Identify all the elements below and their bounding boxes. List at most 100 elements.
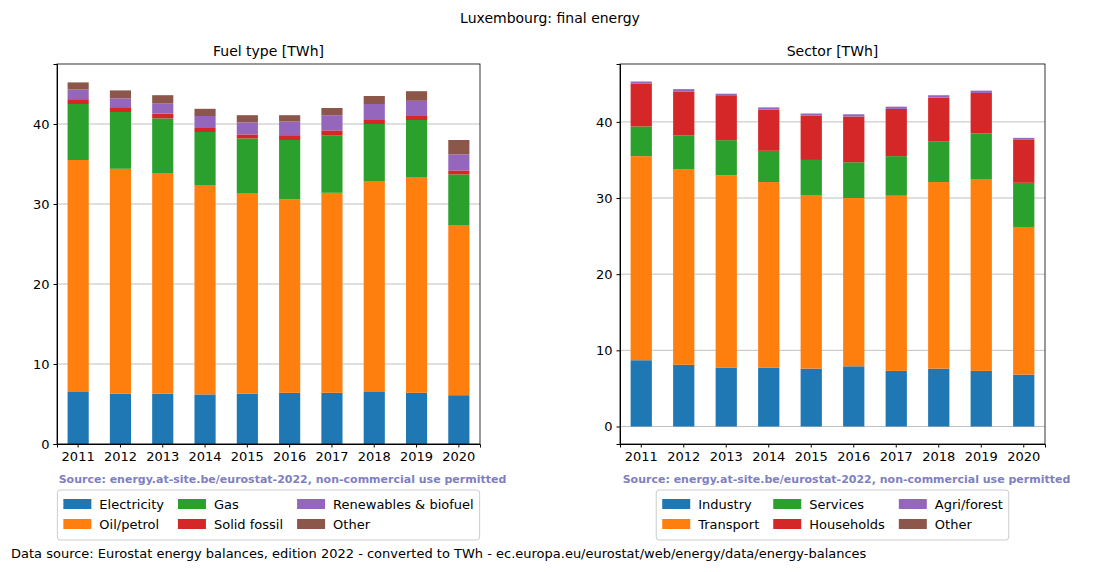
bar (279, 115, 300, 121)
y-tick: 20 (33, 277, 57, 292)
series (68, 82, 470, 154)
y-tick: 30 (596, 191, 620, 206)
x-tick-label: 2018 (922, 449, 955, 464)
x-tick-label: 2020 (1007, 449, 1040, 464)
y-tick-mark (617, 122, 621, 123)
x-tick: 2013 (710, 444, 743, 464)
legend-item: Electricity (63, 497, 164, 512)
bar (801, 116, 822, 160)
bar (279, 135, 300, 140)
x-tick-mark (458, 444, 459, 448)
bar (1013, 138, 1034, 140)
x-tick-label: 2020 (442, 449, 475, 464)
y-tick-mark (617, 426, 621, 427)
y-tick-mark (54, 204, 58, 205)
y-axis-line (54, 65, 58, 445)
bar (631, 360, 652, 426)
x-tick-mark (726, 444, 727, 448)
bar (237, 115, 258, 122)
bar (843, 117, 864, 163)
y-axis-line (617, 65, 621, 445)
bar (448, 395, 469, 444)
bar (1013, 139, 1034, 182)
bar (364, 96, 385, 104)
bar (758, 107, 779, 109)
legend-label: Services (809, 497, 864, 512)
legend-swatch (773, 499, 801, 509)
x-tick-label: 2011 (625, 449, 658, 464)
plot-frame (57, 64, 480, 444)
legend-swatch (297, 519, 325, 529)
legend-item: Oil/petrol (63, 517, 159, 532)
y-tick-label: 30 (596, 191, 613, 206)
legend-frame (656, 490, 1009, 540)
y-tick-mark (54, 444, 58, 445)
y-tick: 0 (41, 437, 57, 452)
legend-swatch (178, 499, 206, 509)
legend-swatch (662, 519, 690, 529)
x-tick: 2015 (231, 444, 264, 464)
source-note: Source: energy.at-site.be/eurostat-2022,… (59, 473, 507, 486)
x-tick: 2013 (146, 444, 179, 464)
bar (631, 81, 652, 82)
x-tick: 2014 (189, 444, 222, 464)
x-tick-label: 2019 (965, 449, 998, 464)
bar (321, 135, 342, 193)
bar (843, 114, 864, 116)
bar (716, 368, 737, 427)
bar (194, 116, 215, 128)
x-tick-mark (289, 444, 290, 448)
x-tick-mark (981, 444, 982, 448)
bar (928, 142, 949, 182)
x-tick-label: 2019 (400, 449, 433, 464)
bar (321, 393, 342, 444)
x-tick-label: 2013 (146, 449, 179, 464)
bar (631, 82, 652, 84)
bar (673, 136, 694, 170)
bar (886, 106, 907, 107)
legend-label: Households (809, 517, 885, 532)
bar (321, 115, 342, 130)
legend: IndustryTransportServicesHouseholdsAgri/… (656, 490, 1009, 540)
y-tick-label: 20 (596, 267, 613, 282)
bar (886, 196, 907, 371)
bar (1013, 137, 1034, 138)
x-tick: 2012 (667, 444, 700, 464)
x-tick-label: 2017 (880, 449, 913, 464)
legend-item: Renewables & biofuel (297, 497, 474, 512)
bar (279, 393, 300, 444)
x-tick-label: 2017 (315, 449, 348, 464)
x-tick: 2011 (625, 444, 658, 464)
legend-label: Renewables & biofuel (333, 497, 474, 512)
x-tick-label: 2012 (667, 449, 700, 464)
series (631, 82, 1035, 140)
bar (152, 118, 173, 173)
bar (110, 169, 131, 394)
bar (758, 151, 779, 182)
bar (758, 368, 779, 427)
bar (364, 124, 385, 182)
bar (716, 93, 737, 94)
y-tick-mark (54, 284, 58, 285)
y-tick: 40 (596, 115, 620, 130)
bar (971, 91, 992, 93)
y-tick: 10 (33, 357, 57, 372)
bar (801, 113, 822, 114)
bar (406, 101, 427, 116)
bar (152, 394, 173, 444)
bar (364, 120, 385, 124)
bar (716, 140, 737, 175)
bar (631, 84, 652, 127)
bar (886, 371, 907, 427)
bar (448, 174, 469, 225)
x-tick-label: 2011 (62, 449, 95, 464)
bar (194, 128, 215, 132)
bar (448, 226, 469, 396)
x-tick-label: 2016 (837, 449, 870, 464)
suptitle: Luxembourg: final energy (460, 10, 640, 26)
bar (68, 392, 89, 444)
series (68, 392, 470, 444)
bar (68, 160, 89, 392)
bar (758, 110, 779, 151)
bar (237, 194, 258, 394)
